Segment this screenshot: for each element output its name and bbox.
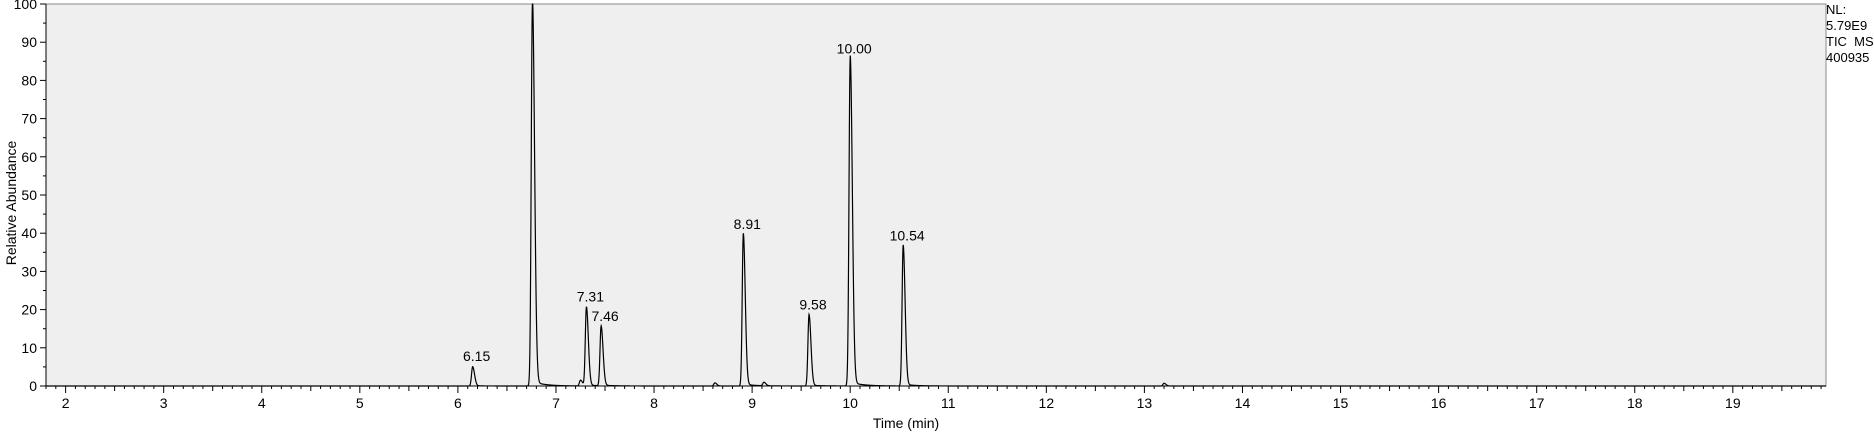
peak-label: 10.00 xyxy=(837,40,872,56)
x-tick-label: 13 xyxy=(1137,395,1153,411)
x-tick-label: 5 xyxy=(356,395,364,411)
y-tick-label: 10 xyxy=(21,340,37,356)
x-tick-label: 9 xyxy=(748,395,756,411)
x-tick-label: 14 xyxy=(1235,395,1251,411)
file-id: 400935 xyxy=(1826,50,1870,65)
peak-label: 8.91 xyxy=(734,216,761,232)
y-tick-label: 100 xyxy=(14,0,38,12)
x-tick-label: 4 xyxy=(258,395,266,411)
peak-label: 6.15 xyxy=(463,348,490,364)
y-tick-label: 70 xyxy=(21,111,37,127)
normalization-info: NL: 5.79E9 TIC MS 400935 xyxy=(1826,2,1874,66)
y-tick-label: 20 xyxy=(21,302,37,318)
peak-label: 9.58 xyxy=(799,296,826,312)
x-tick-label: 16 xyxy=(1431,395,1447,411)
peak-label: 7.31 xyxy=(577,289,604,305)
y-axis-title: Relative Abundance xyxy=(3,141,19,266)
x-tick-label: 6 xyxy=(454,395,462,411)
y-tick-label: 60 xyxy=(21,149,37,165)
nl-value: 5.79E9 xyxy=(1826,18,1868,33)
x-tick-label: 3 xyxy=(160,395,168,411)
x-tick-label: 17 xyxy=(1529,395,1545,411)
x-tick-label: 2 xyxy=(62,395,70,411)
x-tick-label: 19 xyxy=(1725,395,1741,411)
y-tick-label: 90 xyxy=(21,34,37,50)
x-tick-label: 7 xyxy=(552,395,560,411)
scan-filter: TIC MS xyxy=(1826,34,1874,49)
y-tick-label: 0 xyxy=(29,378,37,394)
y-tick-label: 40 xyxy=(21,225,37,241)
plot-area xyxy=(45,3,1827,387)
x-tick-label: 11 xyxy=(941,395,956,411)
peak-label: 10.54 xyxy=(890,228,925,244)
y-tick-label: 30 xyxy=(21,263,37,279)
x-tick-label: 15 xyxy=(1333,395,1349,411)
x-tick-label: 8 xyxy=(650,395,658,411)
nl-label: NL: xyxy=(1826,2,1847,17)
peak-label: 6.76 xyxy=(523,0,550,1)
x-tick-label: 12 xyxy=(1039,395,1055,411)
x-tick-label: 18 xyxy=(1627,395,1643,411)
y-tick-label: 80 xyxy=(21,72,37,88)
peak-label: 7.46 xyxy=(591,308,618,324)
peak-labels: 6.15 6.76 7.31 7.46 8.91 9.58 10.00 10.54 xyxy=(463,0,925,364)
x-tick-label: 10 xyxy=(842,395,858,411)
x-axis-ticks: 2 3 4 5 6 7 8 9 10 11 12 13 14 15 16 17 18 19 xyxy=(45,386,1822,411)
y-tick-label: 50 xyxy=(21,187,37,203)
x-axis-title: Time (min) xyxy=(873,415,939,431)
y-axis-ticks: 0 10 20 30 40 50 60 70 80 90 100 xyxy=(14,0,46,394)
